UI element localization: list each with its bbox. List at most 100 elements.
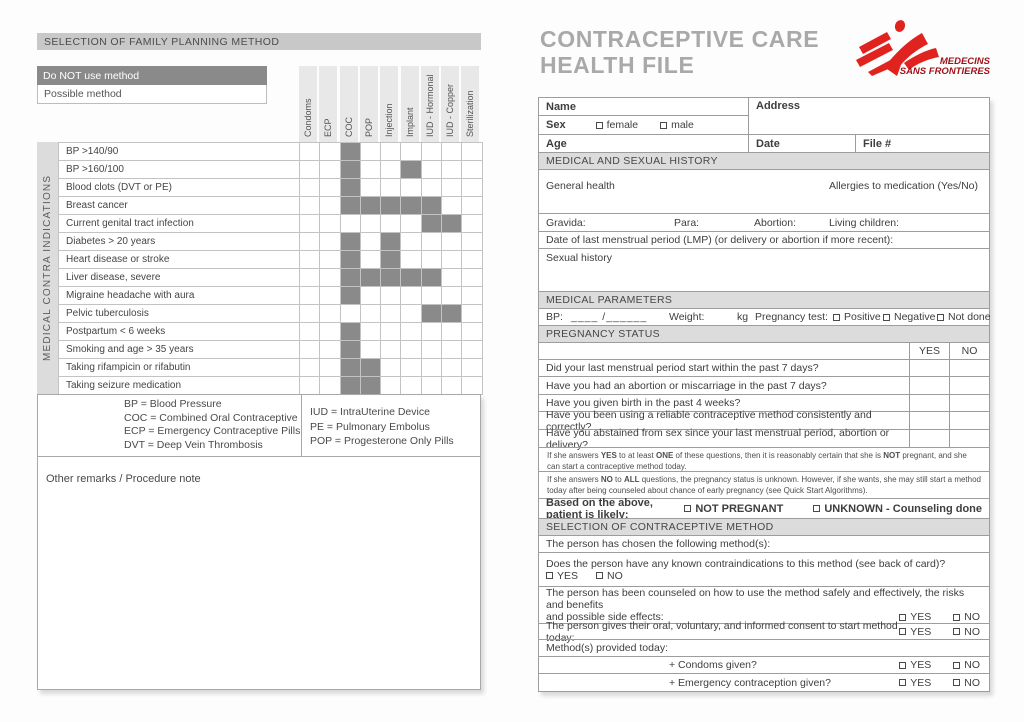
consent-answers: YES NO <box>899 626 982 638</box>
do-not-use-cell <box>421 305 443 323</box>
unknown-checkbox[interactable] <box>813 505 821 512</box>
no-answer-cell[interactable] <box>949 412 989 429</box>
method-column-header: Sterilization <box>461 66 480 142</box>
bp-blank: ____ /______ <box>571 311 648 323</box>
matrix-cell <box>360 143 382 161</box>
yes-checkbox[interactable] <box>899 613 907 621</box>
pregnancy-questions: Did your last menstrual period start wit… <box>539 359 989 451</box>
contraindications-question-row: Does the person have any known contraind… <box>539 552 989 586</box>
abbreviation-item: ECP = Emergency Contraceptive Pills <box>124 425 301 437</box>
not-done-checkbox[interactable] <box>937 313 944 321</box>
yes-checkbox[interactable] <box>899 661 907 669</box>
method-column-header: POP <box>359 66 378 142</box>
yes-checkbox[interactable] <box>899 628 907 635</box>
do-not-use-cell <box>442 305 463 323</box>
do-not-use-cell <box>401 269 422 287</box>
consent-yes-option: YES <box>899 626 931 638</box>
weight-label: Weight: <box>669 311 705 323</box>
pregnancy-question-row: Have you given birth in the past 4 weeks… <box>539 394 989 411</box>
yes-checkbox[interactable] <box>546 572 553 579</box>
abbreviations-and-remarks-box: BP = Blood Pressure COC = Combined Oral C… <box>37 394 481 690</box>
matrix-cell <box>320 341 341 359</box>
matrix-cell <box>442 323 463 341</box>
yes-answer-cell[interactable] <box>909 377 949 394</box>
matrix-cell <box>442 377 463 395</box>
matrix-cell <box>360 161 382 179</box>
matrix-cell <box>462 305 483 323</box>
page-title: CONTRACEPTIVE CARE HEALTH FILE <box>540 26 819 78</box>
yes-answer-cell[interactable] <box>909 412 949 429</box>
yes-answer-cell[interactable] <box>909 430 949 447</box>
no-answer-cell[interactable] <box>949 430 989 447</box>
sex-label: Sex <box>546 119 566 131</box>
based-on-label: Based on the above, patient is likely: <box>546 496 653 521</box>
matrix-cell <box>442 251 463 269</box>
no-checkbox[interactable] <box>953 628 961 635</box>
do-not-use-cell <box>421 215 443 233</box>
matrix-cell <box>320 269 341 287</box>
abortion-label: Abortion: <box>754 216 797 229</box>
abbreviation-list-right: IUD = IntraUterine Device PE = Pulmonary … <box>310 405 454 449</box>
methods-provided-rows: + Condoms given? YES NO + Emergency contrac… <box>539 656 989 691</box>
right-page: CONTRACEPTIVE CARE HEALTH FILE MEDECINS … <box>538 0 991 722</box>
matrix-cell <box>462 197 483 215</box>
sexual-history-field: Sexual history <box>539 248 989 291</box>
matrix-cell <box>462 287 483 305</box>
method-column-label: IUD - Copper <box>445 83 456 137</box>
no-answer-cell[interactable] <box>949 360 989 376</box>
do-not-use-cell <box>340 287 361 305</box>
matrix-cell <box>320 143 341 161</box>
matrix-cell <box>401 251 422 269</box>
consent-row: The person gives their oral, voluntary, … <box>539 620 989 644</box>
section-selection-of-method: SELECTION OF CONTRACEPTIVE METHOD <box>539 518 989 535</box>
yes-checkbox[interactable] <box>899 679 907 686</box>
sidebar-label: MEDICAL CONTRA INDICATIONS <box>42 174 53 362</box>
male-checkbox[interactable] <box>660 121 668 129</box>
divider <box>38 456 480 457</box>
method-column-label: Injection <box>384 103 395 137</box>
yes-answer-cell[interactable] <box>909 360 949 376</box>
matrix-cell <box>320 323 341 341</box>
matrix-cell <box>421 341 443 359</box>
matrix-cell <box>340 305 361 323</box>
matrix-cell <box>401 233 422 251</box>
sex-female-option: female <box>595 119 638 131</box>
gravida-label: Gravida: <box>546 216 586 229</box>
yes-column-header: YES <box>909 343 949 359</box>
matrix-cell <box>300 359 321 377</box>
contraindications-answers: YES NO <box>546 570 982 582</box>
matrix-cell <box>421 377 443 395</box>
allergies-label: Allergies to medication (Yes/No) <box>829 180 979 192</box>
negative-checkbox[interactable] <box>883 313 890 321</box>
date-field: Date <box>749 135 856 152</box>
positive-checkbox[interactable] <box>833 313 840 321</box>
no-checkbox[interactable] <box>596 572 604 579</box>
matrix-cell <box>421 287 443 305</box>
no-checkbox[interactable] <box>953 613 961 621</box>
legend-possible-method: Possible method <box>37 85 267 104</box>
do-not-use-cell <box>401 161 422 179</box>
method-provided-no-option: NO <box>953 659 980 671</box>
legend-do-not-use: Do NOT use method <box>37 66 267 85</box>
no-answer-cell[interactable] <box>949 395 989 411</box>
contraindications-yes-option: YES <box>546 570 578 582</box>
age-label: Age <box>546 137 567 150</box>
method-column-label: ECP <box>323 118 334 137</box>
abbreviation-item: BP = Blood Pressure <box>124 398 222 410</box>
matrix-cell <box>320 233 341 251</box>
no-checkbox[interactable] <box>953 661 961 669</box>
matrix-cell <box>462 215 483 233</box>
matrix-cell <box>360 215 382 233</box>
do-not-use-cell <box>360 269 382 287</box>
matrix-cell <box>360 305 382 323</box>
yes-answer-cell[interactable] <box>909 395 949 411</box>
pregnancy-conclusion-row: Based on the above, patient is likely: N… <box>539 496 989 521</box>
no-answer-cell[interactable] <box>949 377 989 394</box>
female-checkbox[interactable] <box>595 121 603 129</box>
no-checkbox[interactable] <box>953 679 961 686</box>
matrix-cell <box>462 359 483 377</box>
matrix-cell <box>401 143 422 161</box>
not-pregnant-checkbox[interactable] <box>684 505 692 512</box>
para-label: Para: <box>674 216 700 229</box>
identity-block: Name Sex female male <box>539 98 989 134</box>
